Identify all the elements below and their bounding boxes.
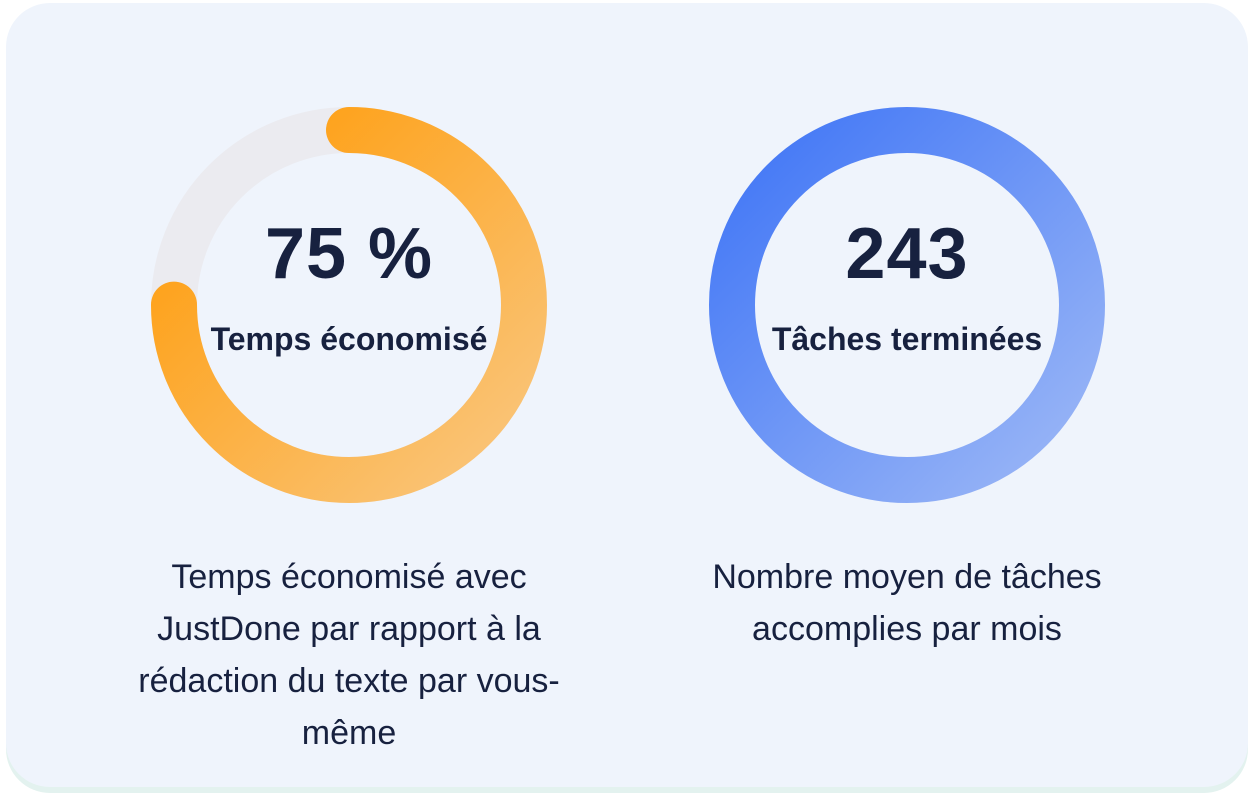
- stat-tasks-completed: 243 Tâches terminées Nombre moyen de tâc…: [657, 3, 1157, 787]
- stat-value: 75 %: [264, 214, 434, 294]
- ring-progress-arc: [151, 107, 547, 503]
- stat-time-saved: 75 % Temps économisé Temps économisé ave…: [99, 3, 599, 787]
- stat-description: Nombre moyen de tâches accomplies par mo…: [712, 558, 1102, 648]
- progress-ring-tasks: 243 Tâches terminées: [707, 105, 1107, 505]
- stat-description: Temps économisé avec JustDone par rappor…: [138, 558, 560, 752]
- stats-card: 75 % Temps économisé Temps économisé ave…: [6, 3, 1248, 787]
- progress-ring-graphic: [151, 107, 547, 503]
- ring-progress-arc: [709, 107, 1105, 503]
- stat-value: 243: [845, 214, 969, 294]
- stat-label: Temps économisé: [210, 321, 488, 357]
- stat-label: Tâches terminées: [771, 321, 1043, 357]
- progress-ring-time-saved: 75 % Temps économisé: [149, 105, 549, 505]
- progress-ring-graphic: [709, 107, 1105, 503]
